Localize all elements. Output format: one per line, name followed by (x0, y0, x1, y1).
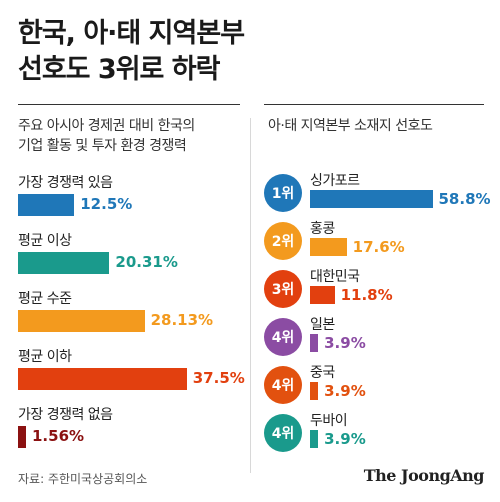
bar (18, 368, 187, 390)
category-label: 가장 경쟁력 없음 (18, 407, 113, 423)
rank-badge: 4위 (264, 366, 302, 404)
rank-badge: 4위 (264, 414, 302, 452)
column-divider (250, 118, 251, 473)
bar-item: 평균 이하 37.5% (18, 346, 248, 396)
category-label: 평균 수준 (18, 291, 72, 307)
bar (310, 430, 319, 448)
value-label: 28.13% (150, 311, 214, 329)
right-header-rule (264, 104, 484, 105)
value-label: 1.56% (32, 427, 85, 445)
category-label: 중국 (310, 365, 335, 381)
value-label: 20.31% (115, 253, 178, 271)
rank-row: 4위 두바이 3.9% (264, 410, 494, 454)
rank-row: 4위 일본 3.9% (264, 314, 494, 358)
category-label: 평균 이상 (18, 233, 72, 249)
category-label: 일본 (310, 317, 335, 333)
category-label: 평균 이하 (18, 349, 72, 365)
category-label: 싱가포르 (310, 173, 360, 189)
category-label: 두바이 (310, 413, 348, 429)
left-header-rule (18, 104, 240, 105)
value-label: 17.6% (352, 238, 405, 256)
left-chart-title: 주요 아시아 경제권 대비 한국의 기업 활동 및 투자 환경 경쟁력 (18, 116, 248, 156)
bar-item: 평균 이상 20.31% (18, 230, 248, 280)
value-label: 11.8% (340, 286, 393, 304)
category-label: 홍콩 (310, 221, 335, 237)
bar (18, 426, 26, 448)
bar (310, 286, 335, 304)
bar-item: 평균 수준 28.13% (18, 288, 248, 338)
rank-badge: 2위 (264, 222, 302, 260)
rank-badge: 1위 (264, 174, 302, 212)
bar-item: 가장 경쟁력 있음 12.5% (18, 172, 248, 222)
value-label: 3.9% (324, 382, 366, 400)
rank-row: 3위 대한민국 11.8% (264, 266, 494, 310)
title-line-2: 선호도 3위로 하락 (18, 54, 220, 85)
bar (18, 310, 145, 332)
rank-badge: 3위 (264, 270, 302, 308)
bar (310, 190, 433, 208)
publisher-logo: The JoongAng (363, 466, 485, 485)
value-label: 12.5% (80, 195, 133, 213)
page-title: 한국, 아·태 지역본부 선호도 3위로 하락 (18, 16, 488, 88)
rank-row: 4위 중국 3.9% (264, 362, 494, 406)
category-label: 대한민국 (310, 269, 360, 285)
category-label: 가장 경쟁력 있음 (18, 175, 113, 191)
bar (18, 252, 110, 274)
title-line-1: 한국, 아·태 지역본부 (18, 18, 245, 49)
value-label: 37.5% (192, 369, 245, 387)
bar (310, 382, 319, 400)
bar (18, 194, 75, 216)
source-note: 자료: 주한미국상공회의소 (18, 472, 148, 486)
rank-row: 2위 홍콩 17.6% (264, 218, 494, 262)
bar (310, 334, 319, 352)
value-label: 3.9% (324, 334, 366, 352)
bar (310, 238, 347, 256)
value-label: 3.9% (324, 430, 366, 448)
left-chart-title-line-2: 기업 활동 및 투자 환경 경쟁력 (18, 138, 187, 154)
left-chart-title-line-1: 주요 아시아 경제권 대비 한국의 (18, 118, 195, 134)
bar-item: 가장 경쟁력 없음 1.56% (18, 404, 248, 454)
rank-row: 1위 싱가포르 58.8% (264, 170, 494, 214)
value-label: 58.8% (438, 190, 491, 208)
right-chart-title: 아·태 지역본부 소재지 선호도 (268, 118, 433, 134)
rank-badge: 4위 (264, 318, 302, 356)
